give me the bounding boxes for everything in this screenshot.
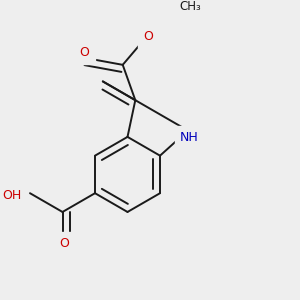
Text: O: O <box>79 46 89 59</box>
Text: O: O <box>59 237 69 250</box>
Text: CH₃: CH₃ <box>179 0 201 13</box>
Text: OH: OH <box>3 189 22 202</box>
Text: O: O <box>143 30 153 43</box>
Text: NH: NH <box>180 131 199 144</box>
